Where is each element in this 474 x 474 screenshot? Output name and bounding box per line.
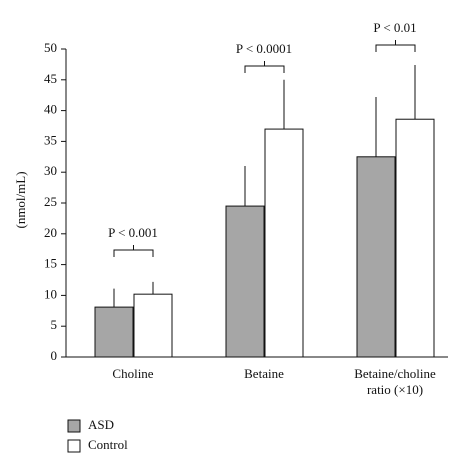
y-tick-label: 5 — [51, 317, 58, 332]
y-tick-label: 25 — [44, 194, 57, 209]
bar — [356, 156, 396, 358]
y-tick-label: 35 — [44, 132, 57, 147]
annotation: P < 0.001 — [108, 225, 158, 240]
bracket — [375, 40, 416, 52]
legend-label: Control — [88, 437, 128, 452]
y-tick-label: 0 — [51, 348, 58, 363]
bar — [94, 306, 134, 358]
bracket — [244, 61, 285, 73]
bar — [225, 205, 265, 358]
y-tick-label: 45 — [44, 71, 57, 86]
y-tick-label: 40 — [44, 102, 57, 117]
bar — [133, 293, 173, 358]
y-tick-label: 20 — [44, 225, 57, 240]
bracket — [113, 245, 154, 257]
x-tick-label: Choline — [112, 366, 154, 381]
annotation: P < 0.01 — [373, 20, 416, 35]
y-tick-label: 30 — [44, 163, 57, 178]
legend-swatch — [67, 439, 81, 453]
annotation: P < 0.0001 — [236, 41, 292, 56]
bar — [395, 118, 435, 358]
y-tick-label: 50 — [44, 40, 57, 55]
legend-label: ASD — [88, 417, 114, 432]
y-tick-label: 15 — [44, 256, 57, 271]
y-tick-label: 10 — [44, 286, 57, 301]
legend-swatch — [67, 419, 81, 433]
x-tick-label: Betaine — [244, 366, 284, 381]
x-tick-label: Betaine/choline ratio (×10) — [354, 366, 436, 397]
bar — [264, 128, 304, 358]
y-axis-label: (nmol/mL) — [13, 171, 28, 228]
